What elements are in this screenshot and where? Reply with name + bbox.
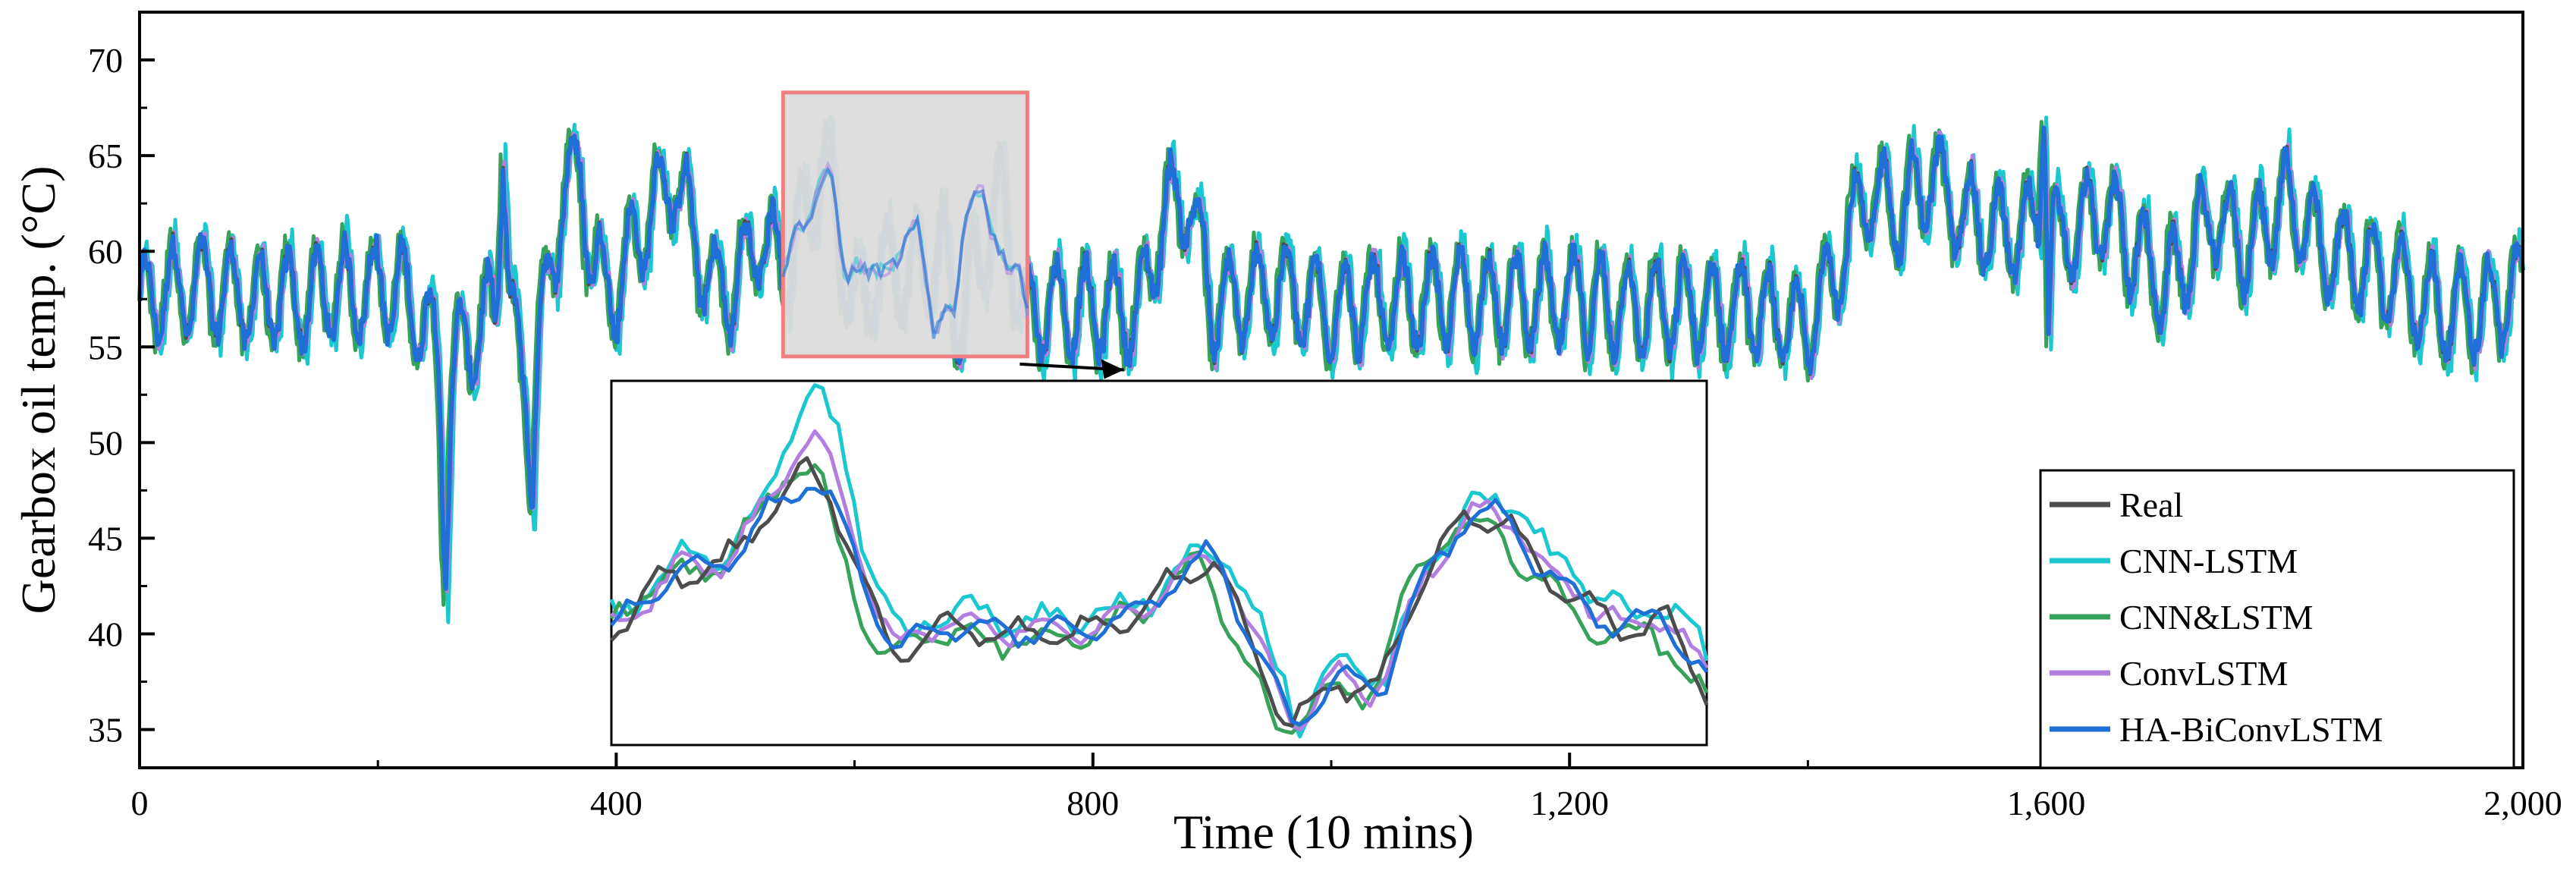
legend-label: CNN&LSTM	[2119, 598, 2314, 637]
inset-series	[609, 383, 1709, 739]
y-axis-ticks: 35 40 45 50 55 60 65 70	[88, 41, 155, 750]
inset-line-convlstm	[610, 429, 1709, 732]
zoom-box-series	[781, 160, 1029, 339]
plot-frame	[138, 11, 2524, 769]
y-tick-label: 55	[88, 328, 123, 366]
main-plot-series	[137, 115, 2525, 624]
inset-line-real	[610, 456, 1709, 728]
legend-frame	[2039, 469, 2515, 769]
y-tick-label: 40	[88, 615, 123, 653]
x-tick-label: 800	[1067, 784, 1119, 822]
series-line-ha-biconvlstm	[137, 123, 2525, 591]
y-tick-label: 35	[88, 711, 123, 750]
inset-frame	[610, 379, 1708, 747]
y-tick-label: 60	[88, 232, 123, 271]
legend-label: HA-BiConvLSTM	[2119, 710, 2383, 749]
y-tick-label: 65	[88, 137, 123, 175]
zoom-arrow	[1019, 359, 1124, 379]
y-axis-title: Gearbox oil temp. (°C)	[11, 166, 65, 615]
inset-line-ha-biconvlstm	[610, 486, 1709, 727]
zoom-line-ha-biconvlstm	[781, 166, 1029, 339]
x-axis-title: Time (10 mins)	[1173, 805, 1474, 859]
x-tick-label: 400	[590, 784, 642, 822]
x-tick-label: 1,600	[2007, 784, 2086, 822]
y-tick-label: 70	[88, 41, 123, 80]
zoom-source-box	[781, 90, 1029, 359]
x-tick-label: 2,000	[2483, 784, 2562, 822]
legend-label: ConvLSTM	[2119, 654, 2288, 693]
x-tick-label: 0	[131, 784, 149, 822]
y-tick-label: 50	[88, 423, 123, 462]
zoom-arrow-head	[1101, 359, 1124, 379]
inset-panel	[609, 379, 1709, 747]
x-tick-label: 1,200	[1530, 784, 1609, 822]
legend-items: Real CNN-LSTM CNN&LSTM ConvLSTM HA-BiConvLST…	[2050, 486, 2383, 749]
x-axis-ticks: 0 400 800 1,200 1,600 2,000	[131, 753, 2562, 822]
legend-label: CNN-LSTM	[2119, 542, 2298, 580]
legend-label: Real	[2119, 486, 2183, 524]
y-tick-label: 45	[88, 519, 123, 558]
legend: Real CNN-LSTM CNN&LSTM ConvLSTM HA-BiConvLST…	[2039, 469, 2515, 769]
